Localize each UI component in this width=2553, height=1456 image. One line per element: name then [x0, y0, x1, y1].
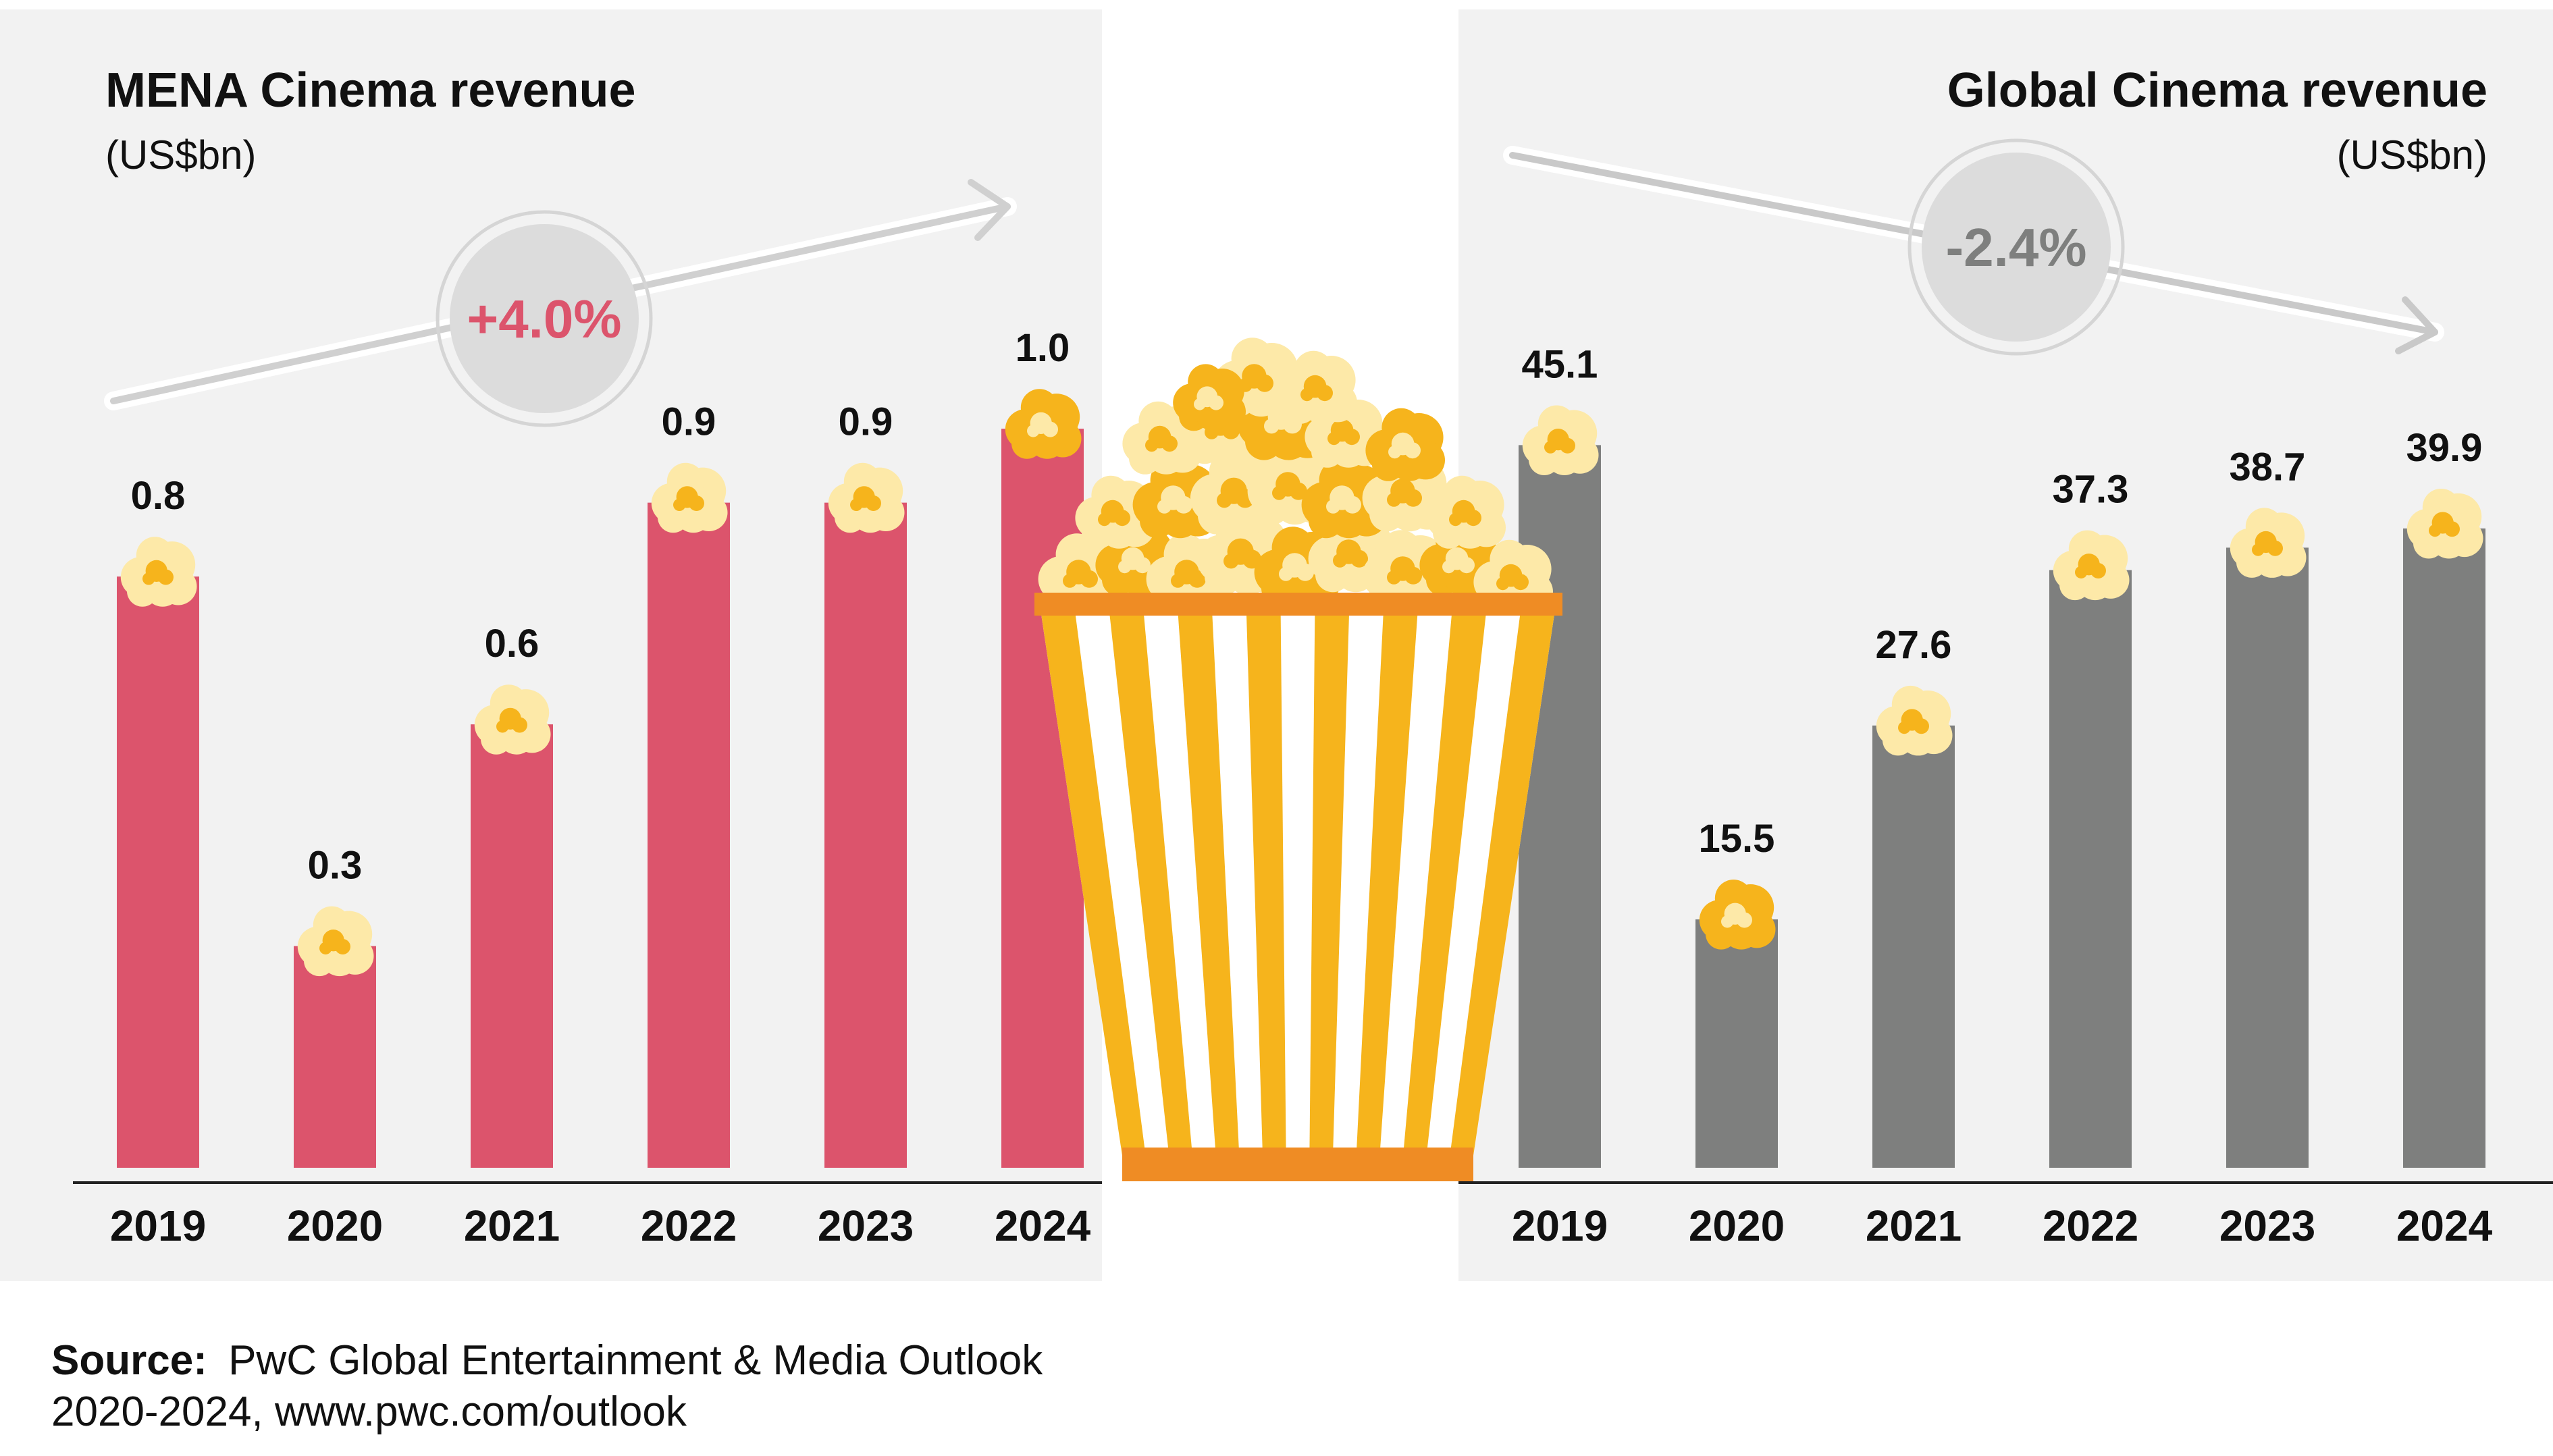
bucket-stripe — [1246, 614, 1286, 1156]
global-bar-popcorn-icon-2024 — [2406, 488, 2483, 559]
global-year-label-2024: 2024 — [2396, 1202, 2493, 1250]
popcorn-kernel-icon — [1075, 475, 1155, 549]
global-bar-2024 — [2403, 528, 2485, 1168]
global-growth-badge: -2.4% — [1907, 138, 2125, 356]
mena-bar-2019 — [117, 576, 199, 1168]
global-value-label-2019: 45.1 — [1522, 342, 1598, 386]
global-bar-popcorn-icon-2023 — [2230, 508, 2307, 578]
mena-bar-2023 — [824, 502, 907, 1168]
global-value-label-2023: 38.7 — [2230, 445, 2306, 489]
mena-year-label-2024: 2024 — [995, 1202, 1091, 1250]
popcorn-kernel-icon — [1173, 364, 1246, 431]
mena-bar-popcorn-icon-2023 — [828, 462, 905, 533]
mena-value-label-2022: 0.9 — [662, 400, 716, 444]
global-year-label-2022: 2022 — [2043, 1202, 2138, 1250]
mena-growth-badge: +4.0% — [436, 210, 653, 427]
mena-bar-2020 — [294, 946, 376, 1168]
source-line-2: 2020-2024, www.pwc.com/outlook — [51, 1388, 687, 1435]
global-bar-2021 — [1872, 725, 1955, 1168]
mena-year-label-2023: 2023 — [818, 1202, 914, 1250]
popcorn-kernel-icon — [1426, 475, 1506, 549]
bucket-stripe — [1041, 614, 1146, 1156]
bucket-bottom-rim — [1122, 1148, 1473, 1181]
global-value-label-2022: 37.3 — [2053, 468, 2129, 512]
mena-bar-popcorn-icon-2021 — [474, 684, 551, 755]
mena-year-label-2020: 2020 — [287, 1202, 383, 1250]
global-growth-text: -2.4% — [1946, 217, 2087, 277]
global-bar-popcorn-icon-2022 — [2053, 530, 2130, 601]
global-bar-series: 45.1 2019 15.5 2020 27.6 2021 37.3 2022 38.7 2023… — [1512, 342, 2493, 1250]
popcorn-bucket-icon — [1034, 338, 1562, 1181]
mena-bar-popcorn-icon-2022 — [651, 462, 728, 533]
global-year-label-2019: 2019 — [1512, 1202, 1608, 1250]
global-value-label-2020: 15.5 — [1699, 817, 1775, 861]
global-bar-popcorn-icon-2020 — [1699, 880, 1776, 950]
bucket-stripe — [1356, 614, 1418, 1156]
global-year-label-2020: 2020 — [1689, 1202, 1785, 1250]
global-chart-unit: (US$bn) — [2337, 132, 2488, 178]
bucket-stripe — [1403, 614, 1486, 1156]
mena-bar-popcorn-icon-2019 — [120, 537, 197, 607]
bucket-stripe — [1309, 614, 1349, 1156]
popcorn-pile-icon — [1038, 338, 1553, 613]
bucket-stripes — [1041, 614, 1554, 1156]
mena-bar-popcorn-icon-2020 — [297, 906, 374, 977]
source-line-1: Source: PwC Global Entertainment & Media… — [51, 1337, 1043, 1384]
bucket-stripe — [1109, 614, 1192, 1156]
global-value-label-2021: 27.6 — [1876, 623, 1952, 667]
popcorn-kernel-icon — [1473, 539, 1553, 613]
mena-value-label-2024: 1.0 — [1016, 326, 1070, 370]
global-year-label-2021: 2021 — [1866, 1202, 1962, 1250]
mena-bar-2022 — [648, 502, 730, 1168]
global-value-label-2024: 39.9 — [2406, 426, 2483, 470]
popcorn-kernel-icon — [1365, 408, 1445, 481]
global-bar-2020 — [1695, 919, 1778, 1168]
bucket-stripe — [1450, 614, 1554, 1156]
mena-year-label-2019: 2019 — [110, 1202, 206, 1250]
mena-growth-text: +4.0% — [467, 289, 621, 349]
global-bar-2023 — [2226, 547, 2309, 1168]
mena-value-label-2020: 0.3 — [308, 844, 363, 888]
source-label: Source: — [51, 1337, 207, 1384]
mena-value-label-2021: 0.6 — [485, 622, 539, 666]
global-year-label-2023: 2023 — [2219, 1202, 2315, 1250]
bucket-top-rim — [1034, 593, 1562, 616]
mena-bar-popcorn-icon-2024 — [1005, 389, 1082, 459]
mena-year-label-2021: 2021 — [464, 1202, 560, 1250]
bucket-stripe — [1178, 614, 1240, 1156]
global-bar-2022 — [2049, 570, 2132, 1168]
mena-bar-2021 — [471, 724, 553, 1168]
mena-value-label-2023: 0.9 — [839, 400, 893, 444]
global-bar-popcorn-icon-2021 — [1876, 685, 1953, 756]
global-chart-title: Global Cinema revenue — [1947, 63, 2488, 117]
mena-year-label-2022: 2022 — [641, 1202, 737, 1250]
mena-value-label-2019: 0.8 — [131, 474, 186, 518]
mena-chart-title: MENA Cinema revenue — [105, 63, 636, 117]
global-bar-popcorn-icon-2019 — [1522, 405, 1599, 476]
popcorn-kernel-icon — [1278, 350, 1357, 424]
mena-chart-unit: (US$bn) — [105, 132, 256, 178]
source-text-1: PwC Global Entertainment & Media Outlook — [228, 1337, 1043, 1384]
